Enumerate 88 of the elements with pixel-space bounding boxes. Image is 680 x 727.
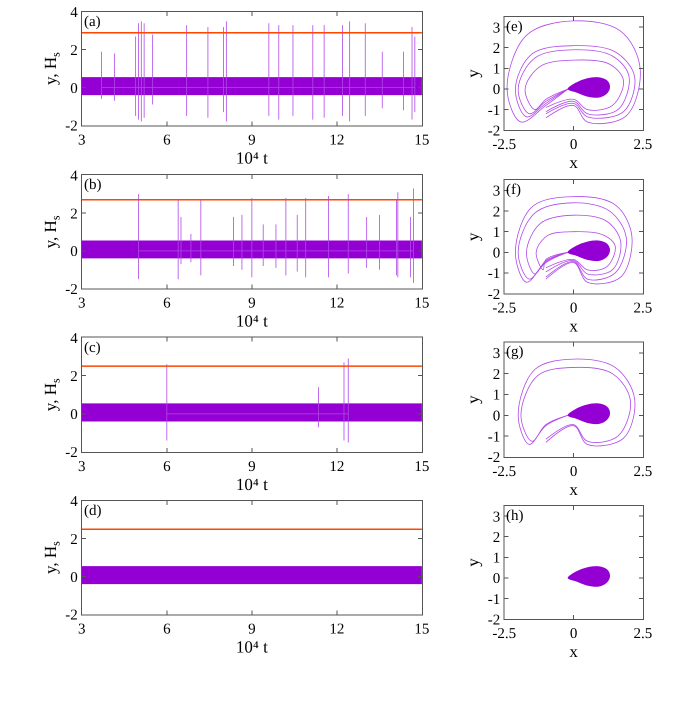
y-tick-label: 4	[70, 330, 78, 347]
y-tick-label: -1	[488, 102, 500, 119]
x-tick-label: 15	[414, 132, 430, 148]
x-tick-label: 6	[163, 296, 172, 312]
y-tick-label: 1	[492, 388, 500, 404]
y-tick-label: -1	[488, 592, 500, 608]
y-tick-label: 1	[492, 224, 500, 241]
y-tick-label: -2	[488, 123, 500, 140]
y-tick-label: 2	[70, 42, 78, 59]
y-tick-label: 3	[492, 509, 500, 526]
y-tick-label: -1	[488, 266, 500, 282]
y-tick-label: 3	[492, 184, 500, 200]
x-tick-label: 12	[329, 132, 344, 148]
x-tick-label: -2.5	[492, 300, 516, 317]
y-tick-label: 4	[70, 494, 78, 510]
x-axis-title: x	[569, 153, 578, 172]
y-tick-label: 0	[70, 80, 78, 97]
x-tick-label: 9	[248, 458, 256, 475]
y-tick-label: 0	[492, 408, 500, 425]
y-tick-label: -2	[488, 612, 500, 628]
y-tick-label: 2	[70, 368, 78, 385]
x-tick-label: 0	[570, 300, 578, 317]
x-axis-title: x	[569, 480, 578, 499]
x-tick-label: 9	[248, 296, 256, 312]
x-tick-label: 2.5	[634, 464, 652, 480]
x-tick-label: 0	[570, 464, 578, 480]
y-tick-label: 2	[492, 40, 500, 57]
y-tick-label: -2	[488, 450, 500, 466]
x-tick-label: -2.5	[492, 137, 516, 154]
y-tick-label: 1	[492, 550, 500, 567]
x-tick-label: 2.5	[634, 626, 652, 642]
y-tick-label: -2	[65, 608, 78, 624]
x-tick-label: 6	[163, 132, 172, 148]
y-tick-label: 0	[492, 246, 500, 262]
y-tick-label: 2	[492, 204, 500, 220]
y-tick-label: 2	[70, 206, 78, 222]
x-tick-label: 2.5	[634, 300, 652, 317]
x-tick-label: 9	[248, 132, 256, 148]
y-tick-label: 3	[492, 346, 500, 362]
annotation: (b)	[84, 177, 102, 193]
annotation: (e)	[506, 19, 523, 35]
y-tick-label: 0	[70, 570, 78, 586]
y-tick-label: 0	[70, 407, 78, 424]
x-tick-label: 12	[329, 296, 344, 312]
y-tick-label: -2	[488, 286, 500, 303]
y-tick-label: 3	[492, 20, 500, 36]
y-tick-label: -2	[65, 118, 78, 135]
x-axis-title: 10⁴ t	[236, 148, 268, 168]
x-tick-label: 0	[570, 137, 578, 154]
y-axis-title: y	[463, 68, 482, 78]
y-tick-label: -2	[65, 282, 78, 298]
x-axis-title: 10⁴ t	[236, 637, 268, 656]
y-tick-label: 0	[492, 82, 500, 98]
y-tick-label: 1	[492, 62, 500, 78]
y-tick-label: 4	[70, 5, 78, 22]
x-tick-label: 15	[414, 458, 430, 475]
annotation: (a)	[84, 14, 101, 30]
y-tick-label: -2	[65, 445, 78, 462]
y-tick-label: -1	[488, 429, 500, 446]
x-tick-label: 12	[329, 621, 344, 638]
annotation: (d)	[84, 503, 102, 519]
x-axis-title: x	[569, 316, 578, 336]
y-axis-title: y	[463, 232, 482, 242]
y-tick-label: 0	[70, 244, 78, 260]
x-tick-label: 2.5	[634, 137, 652, 154]
y-tick-label: 4	[70, 168, 78, 184]
y-tick-label: 2	[492, 530, 500, 546]
x-tick-label: 6	[163, 458, 172, 475]
y-tick-label: 2	[492, 366, 500, 383]
y-tick-label: 2	[70, 532, 78, 548]
x-tick-label: -2.5	[492, 626, 516, 642]
x-tick-label: -2.5	[492, 464, 516, 480]
x-axis-title: 10⁴ t	[236, 474, 268, 494]
x-tick-label: 15	[414, 296, 430, 312]
x-axis-title: x	[569, 642, 578, 662]
x-tick-label: 6	[163, 621, 172, 638]
x-axis-title: 10⁴ t	[236, 312, 268, 331]
x-tick-label: 15	[414, 621, 430, 638]
x-tick-label: 9	[248, 621, 256, 638]
annotation: (h)	[506, 508, 524, 524]
annotation: (f)	[506, 182, 521, 198]
x-tick-label: 12	[329, 458, 344, 475]
annotation: (c)	[84, 340, 101, 356]
y-axis-title: y	[463, 394, 482, 404]
y-axis-title: y	[463, 558, 482, 567]
y-tick-label: 0	[492, 571, 500, 588]
x-tick-label: 0	[570, 626, 578, 642]
annotation: (g)	[506, 344, 524, 360]
